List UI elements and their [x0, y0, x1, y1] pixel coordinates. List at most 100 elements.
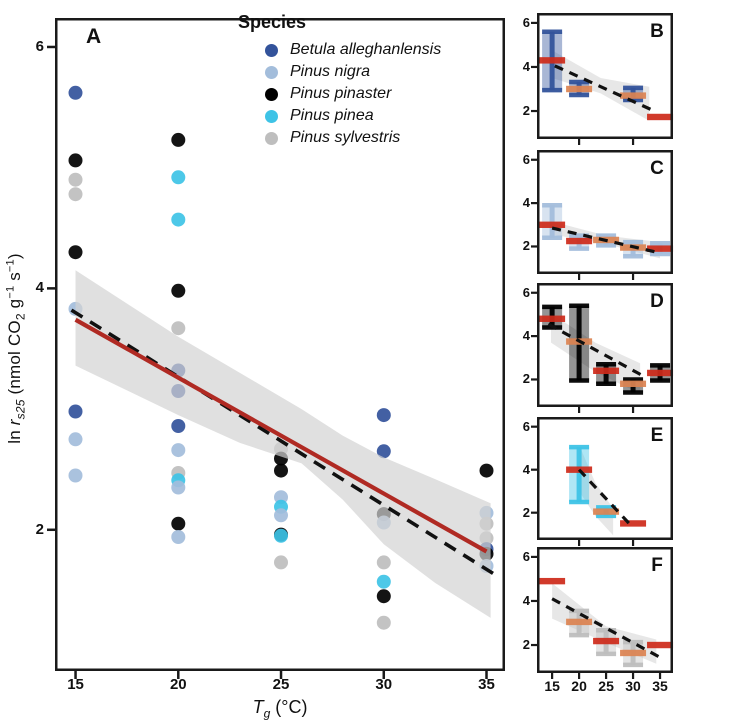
scatter-point-nigra	[68, 468, 83, 483]
scatter-point-pinaster	[171, 132, 186, 147]
y-tick-label: 2	[522, 504, 530, 520]
y-tick-label: 4	[522, 328, 530, 344]
scatter-point-pinea	[376, 574, 391, 589]
panel-c-label: C	[650, 158, 664, 179]
mean-bar	[566, 85, 593, 93]
y-tick-label: 4	[522, 195, 530, 211]
scatter-point-pinaster	[274, 463, 288, 478]
legend-item: Pinus pinaster	[238, 83, 500, 105]
panel-border	[537, 417, 673, 540]
y-tick-label: 4	[35, 279, 44, 297]
scatter-point-pinea	[171, 212, 186, 227]
x-tick-label: 30	[375, 676, 393, 693]
legend-item: Pinus sylvestris	[238, 127, 500, 149]
mean-bar	[620, 649, 647, 657]
y-tick-label: 4	[522, 461, 530, 477]
legend-item: Pinus pinea	[238, 105, 500, 127]
scatter-point-betula	[68, 85, 83, 100]
legend-item-label: Pinus nigra	[290, 63, 371, 80]
legend-title: Species	[238, 12, 307, 32]
y-tick-label: 6	[522, 14, 530, 30]
scatter-point-pinaster	[376, 589, 391, 604]
mean-bar	[566, 618, 593, 626]
panel-b-label: B	[650, 21, 664, 42]
x-tick-label: 15	[67, 676, 84, 693]
scatter-point-pinea	[171, 170, 186, 185]
panel-f-label: F	[651, 555, 663, 576]
mean-bar	[593, 508, 620, 515]
scatter-point-betula	[376, 408, 391, 423]
legend-item: Betula alleghanlensis	[238, 39, 500, 61]
mean-bar	[647, 641, 674, 649]
legend-item-label: Pinus pinaster	[290, 85, 392, 102]
mean-bar	[539, 315, 566, 322]
scatter-point-pinaster	[171, 283, 186, 298]
mean-bar	[620, 380, 647, 388]
y-tick-label: 6	[522, 284, 530, 300]
legend-item-label: Pinus sylvestris	[290, 129, 401, 146]
y-tick-label: 2	[522, 371, 530, 387]
scatter-point-sylvestris	[376, 615, 391, 630]
y-tick-label: 6	[522, 418, 530, 434]
panel-d-label: D	[650, 291, 664, 312]
regression-line-dashed	[547, 322, 643, 377]
mean-bar	[566, 466, 593, 473]
mean-bar	[539, 221, 566, 228]
scatter-point-nigra	[171, 530, 186, 544]
scatter-point-nigra	[171, 480, 186, 495]
mean-bar	[647, 113, 674, 121]
legend-swatch-pinaster-icon	[265, 87, 278, 101]
scatter-point-sylvestris	[68, 187, 83, 202]
scatter-point-sylvestris	[171, 321, 186, 336]
scatter-point-nigra	[171, 443, 186, 458]
scatter-point-pinaster	[171, 516, 186, 531]
regression-line-dashed	[551, 597, 663, 660]
regression-line-dashed	[554, 64, 653, 112]
scatter-point-betula	[171, 419, 186, 433]
mean-bar	[566, 237, 593, 245]
regression-line-dashed	[551, 226, 661, 255]
panel-d-plot	[531, 283, 674, 413]
scatter-point-sylvestris	[376, 555, 391, 570]
y-tick-label: 4	[522, 58, 530, 74]
panel-a-label: A	[86, 25, 102, 48]
panel-e-label: E	[650, 425, 664, 446]
y-tick-label: 6	[35, 37, 44, 55]
scatter-point-pinea	[274, 528, 288, 543]
x-axis-label: Tg (°C)	[252, 697, 308, 721]
mean-bar	[647, 369, 674, 377]
legend-item: Pinus nigra	[238, 61, 500, 83]
x-tick-label: 35	[478, 676, 495, 693]
mean-bar	[647, 245, 674, 252]
y-tick-label: 4	[522, 592, 530, 608]
y-tick-label: 2	[35, 520, 44, 538]
scatter-point-betula	[68, 404, 83, 419]
scatter-point-pinaster	[68, 153, 83, 168]
legend: Species Betula alleghanlensis Pinus nigra…	[238, 12, 500, 149]
scatter-point-betula	[376, 444, 391, 459]
panel-c-plot	[531, 150, 674, 280]
scatter-point-pinaster	[68, 245, 83, 260]
regression-line-dashed	[70, 308, 496, 576]
scatter-point-nigra	[274, 508, 288, 523]
mean-bar	[593, 637, 620, 645]
panel-border	[537, 547, 673, 673]
x-tick-label: 20	[571, 678, 587, 694]
scatter-point-sylvestris	[68, 172, 83, 187]
panel-border	[537, 13, 673, 139]
panel-e-plot	[531, 417, 673, 546]
panel-f-plot	[531, 547, 674, 679]
mean-bar	[539, 57, 566, 64]
scatter-point-nigra	[274, 490, 288, 505]
legend-swatch-nigra-icon	[265, 65, 278, 79]
scatter-point-nigra	[68, 432, 83, 447]
x-tick-label: 25	[272, 676, 290, 693]
panel-border	[55, 18, 505, 671]
x-tick-label: 15	[544, 678, 560, 694]
scatter-point-pinaster	[479, 463, 494, 478]
regression-line-dashed	[577, 468, 635, 529]
x-tick-label: 25	[598, 678, 614, 694]
x-tick-label: 35	[652, 678, 668, 694]
y-tick-label: 2	[522, 103, 530, 119]
